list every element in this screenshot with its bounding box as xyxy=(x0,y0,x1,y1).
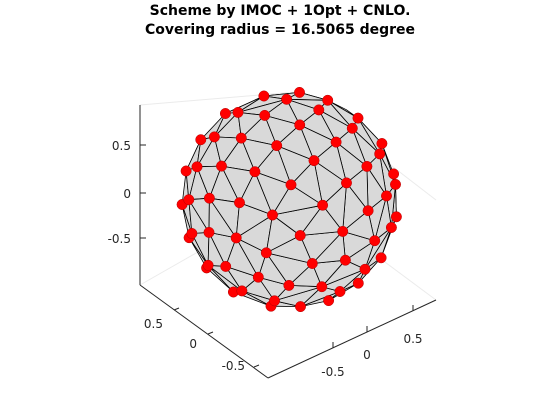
point-marker xyxy=(308,155,320,167)
point-marker xyxy=(361,160,373,172)
sphere-mesh xyxy=(181,92,397,308)
point-marker xyxy=(376,138,388,149)
grid-line xyxy=(139,91,297,106)
point-marker xyxy=(313,104,325,116)
point-marker xyxy=(352,112,364,124)
y-tick-label: 0 xyxy=(189,337,197,351)
point-marker xyxy=(375,252,387,264)
point-marker xyxy=(341,177,352,189)
y-axis-tick xyxy=(173,307,180,311)
point-marker xyxy=(369,235,381,247)
z-tick-label: 0.5 xyxy=(112,139,131,153)
point-marker xyxy=(285,179,297,191)
point-marker xyxy=(359,263,371,275)
point-marker xyxy=(294,119,306,131)
point-marker xyxy=(191,161,203,173)
y-axis-line xyxy=(139,284,269,379)
point-marker xyxy=(294,86,305,98)
point-marker xyxy=(317,199,329,211)
point-marker xyxy=(362,205,374,217)
point-marker xyxy=(230,232,242,244)
point-marker xyxy=(203,192,215,204)
point-marker xyxy=(235,132,247,144)
point-marker xyxy=(337,225,349,237)
point-marker xyxy=(186,228,198,239)
point-marker xyxy=(183,194,195,206)
figure-title: Scheme by IMOC + 1Opt + CNLO. Covering r… xyxy=(0,2,560,40)
y-axis-tick xyxy=(207,331,214,335)
point-marker xyxy=(271,140,283,152)
point-marker xyxy=(208,131,220,143)
point-marker xyxy=(202,259,214,271)
point-marker xyxy=(195,134,207,146)
x-tick-label: 0 xyxy=(363,348,371,362)
point-marker xyxy=(295,301,306,313)
x-tick-label: -0.5 xyxy=(321,365,344,379)
x-tick-label: 0.5 xyxy=(403,332,422,346)
point-marker xyxy=(180,165,192,177)
point-markers xyxy=(176,86,402,313)
title-line-1: Scheme by IMOC + 1Opt + CNLO. xyxy=(149,3,411,19)
point-marker xyxy=(236,285,248,297)
point-marker xyxy=(330,136,342,148)
point-marker xyxy=(352,277,364,289)
point-marker xyxy=(346,122,358,134)
point-marker xyxy=(267,209,278,221)
point-marker xyxy=(219,108,231,119)
point-marker xyxy=(374,148,386,160)
point-marker xyxy=(249,166,261,178)
point-marker xyxy=(306,258,318,269)
title-line-2: Covering radius = 16.5065 degree xyxy=(144,22,416,38)
point-marker xyxy=(252,271,264,283)
x-axis-line xyxy=(267,299,437,379)
point-marker xyxy=(216,160,227,172)
point-marker xyxy=(260,247,272,259)
point-marker xyxy=(322,94,334,106)
point-marker xyxy=(259,109,271,121)
point-marker xyxy=(281,93,293,105)
point-marker xyxy=(283,279,295,291)
y-axis-tick xyxy=(253,364,260,368)
point-marker xyxy=(234,197,245,209)
point-marker xyxy=(232,106,244,118)
y-tick-label: -0.5 xyxy=(222,359,245,373)
point-marker xyxy=(388,168,400,180)
point-marker xyxy=(323,295,335,307)
point-marker xyxy=(220,260,232,272)
point-marker xyxy=(258,90,270,102)
point-marker xyxy=(381,190,392,202)
z-tick-label: -0.5 xyxy=(108,232,131,246)
point-marker xyxy=(203,226,215,238)
z-tick-label: 0 xyxy=(123,187,131,201)
point-marker xyxy=(334,286,346,297)
point-marker xyxy=(316,281,328,293)
point-marker xyxy=(390,178,401,190)
point-marker xyxy=(385,222,397,233)
mesh-face xyxy=(272,184,324,216)
point-marker xyxy=(294,230,306,241)
point-marker xyxy=(339,254,351,266)
y-tick-label: 0.5 xyxy=(144,317,163,331)
point-marker xyxy=(269,295,280,307)
point-marker xyxy=(390,211,402,223)
